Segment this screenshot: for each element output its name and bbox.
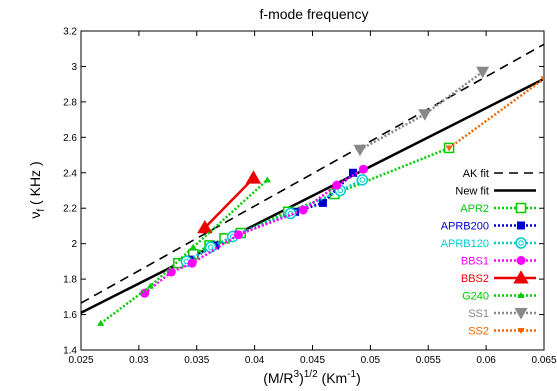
data-point	[513, 270, 529, 284]
data-point	[166, 267, 176, 277]
series-ss2	[445, 76, 544, 152]
data-point	[97, 319, 105, 326]
data-point	[517, 292, 525, 298]
data-point	[332, 180, 342, 190]
x-axis-title-sup3: -1	[347, 369, 356, 380]
y-tick-label: 2	[71, 239, 77, 250]
y-tick-label: 3	[71, 62, 77, 73]
legend-label: APRB200	[441, 221, 489, 233]
data-point	[418, 109, 432, 121]
legend-label: BBS1	[461, 256, 489, 268]
data-point	[516, 256, 526, 265]
y-axis-title-unit: ( KHz )	[27, 161, 43, 208]
y-tick-label: 2.4	[63, 168, 77, 179]
x-tick-label: 0.035	[184, 355, 209, 366]
data-point	[298, 205, 308, 215]
data-point-inner	[337, 187, 344, 194]
data-point	[349, 168, 358, 177]
legend: AK fit New fit APR2 APRB200 APRB120 BBS1 BBS2 G…	[441, 168, 536, 338]
plot-area: 0.025 0.03 0.035 0.04 0.045 0.05 0.055 0.06 0.06…	[63, 27, 557, 367]
x-axis-title-sup2: 1/2	[304, 369, 318, 380]
data-point	[515, 202, 527, 214]
data-point	[356, 174, 369, 186]
x-axis-title-end: )	[356, 370, 361, 386]
legend-label: New fit	[455, 186, 489, 198]
data-point	[517, 221, 525, 230]
y-tick-label: 2.8	[63, 97, 77, 108]
y-tick-label: 1.6	[63, 310, 77, 321]
x-tick-label: 0.05	[361, 355, 381, 366]
x-tick-label: 0.025	[68, 355, 93, 366]
data-point	[353, 144, 367, 157]
x-tick-label: 0.055	[416, 355, 441, 366]
legend-label: SS1	[468, 308, 489, 320]
series-bbs1	[140, 164, 368, 298]
data-point	[445, 145, 453, 152]
data-point	[318, 198, 327, 207]
data-point	[515, 237, 527, 249]
series-bbs2	[197, 170, 262, 234]
y-tick-label: 1.4	[63, 346, 77, 357]
data-point	[245, 170, 262, 184]
data-point	[284, 207, 297, 220]
x-axis-title-sup1: 3	[294, 369, 300, 380]
legend-label: APRB120	[441, 238, 489, 250]
x-axis-ticks: 0.025 0.03 0.035 0.04 0.045 0.05 0.055 0.06 0.06…	[68, 31, 557, 366]
legend-label: AK fit	[463, 168, 489, 180]
y-tick-label: 1.8	[63, 275, 77, 286]
series-line	[448, 77, 544, 149]
data-point-inner	[359, 177, 366, 183]
data-point	[187, 258, 197, 268]
x-tick-label: 0.03	[129, 355, 149, 366]
data-point	[263, 176, 271, 183]
data-point	[476, 66, 490, 79]
y-tick-label: 3.2	[63, 27, 77, 38]
x-tick-label: 0.065	[531, 355, 556, 366]
series-ss1	[353, 66, 490, 157]
series-line	[81, 43, 544, 304]
data-point	[358, 164, 368, 174]
legend-label: SS2	[468, 326, 489, 338]
x-axis-title: (M/R3)1/2 (Km-1)	[263, 369, 361, 386]
legend-label: APR2	[460, 203, 489, 215]
series-line	[203, 177, 255, 229]
x-axis-title-unit: (Km	[318, 370, 348, 386]
data-point	[189, 243, 197, 250]
series-g240	[97, 176, 271, 326]
y-tick-label: 2.2	[63, 204, 77, 215]
y-axis-ticks: 1.4 1.6 1.8 2 2.2 2.4 2.6 2.8 3 3.2	[63, 27, 544, 357]
series-line	[81, 77, 544, 314]
data-point	[140, 288, 150, 298]
data-point	[146, 282, 154, 289]
y-axis-title-sub: f	[36, 209, 47, 212]
legend-label: BBS2	[461, 273, 489, 285]
data-point-inner	[207, 244, 214, 250]
chart-title: f-mode frequency	[260, 6, 369, 22]
y-axis-title-main: ν	[27, 212, 43, 219]
data-point	[197, 220, 213, 234]
data-point-inner	[518, 240, 524, 246]
y-tick-label: 2.6	[63, 133, 77, 144]
series-ak-fit	[81, 43, 544, 304]
data-point	[540, 76, 544, 83]
x-tick-label: 0.045	[300, 355, 325, 366]
x-axis-title-main: (M/R	[263, 370, 293, 386]
data-point	[233, 230, 243, 240]
x-tick-label: 0.04	[245, 355, 265, 366]
legend-label: G240	[462, 291, 489, 303]
series-layer	[81, 43, 544, 326]
series-new-fit	[81, 77, 544, 314]
y-axis-title: νf ( KHz )	[27, 161, 47, 218]
data-point	[514, 308, 528, 320]
data-point	[517, 328, 525, 334]
x-tick-label: 0.06	[476, 355, 496, 366]
x-axis-title-mid: )	[299, 370, 304, 386]
